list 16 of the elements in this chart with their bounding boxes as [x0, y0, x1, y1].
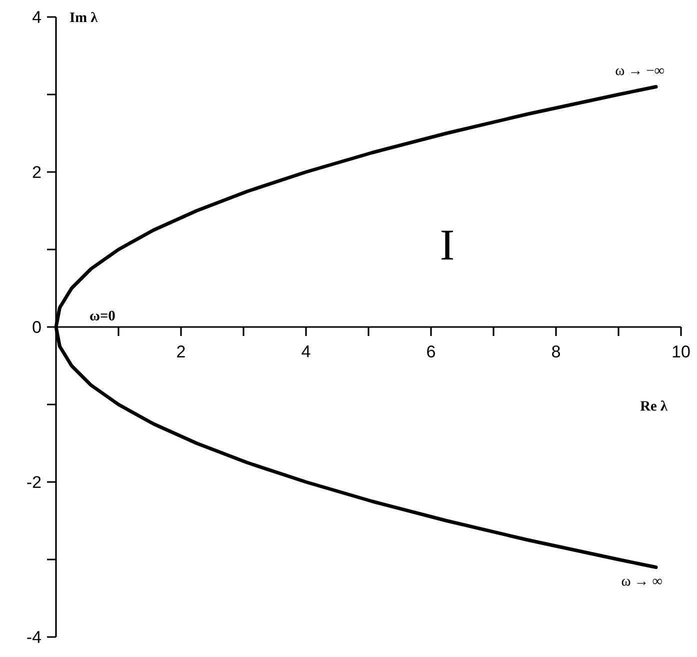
y-axis-title: Im λ	[70, 12, 98, 22]
x-tick-label: 2	[177, 346, 185, 358]
y-tick-label: 4	[32, 11, 41, 23]
x-tick-label: 10	[672, 346, 690, 358]
y-tick-label: -2	[27, 476, 41, 488]
x-axis-title: Re λ	[640, 400, 668, 411]
annotation: ω → −∞	[616, 68, 664, 76]
x-tick-label: 6	[427, 346, 435, 358]
annotation: ω=0	[90, 310, 115, 320]
y-tick-label: -4	[27, 631, 41, 643]
annotation: ω → ∞	[622, 578, 662, 586]
annotation: I	[442, 230, 454, 260]
y-tick-label: 0	[32, 321, 41, 333]
x-tick-label: 8	[552, 346, 560, 358]
x-tick-label: 4	[302, 346, 310, 358]
y-tick-label: 2	[32, 166, 41, 178]
